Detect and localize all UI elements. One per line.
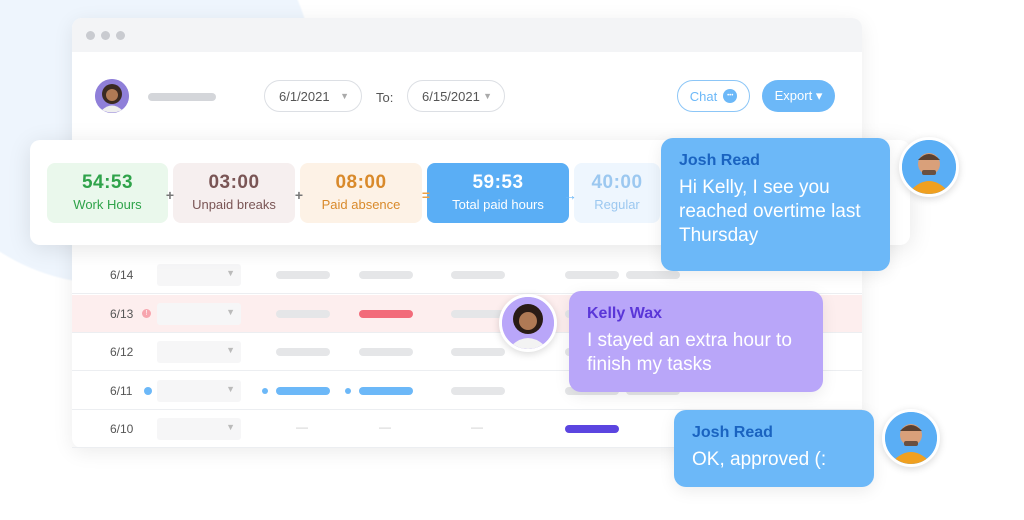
chat-bubble-icon: ••• (723, 89, 738, 103)
chevron-down-icon: ▼ (483, 91, 492, 101)
date-to-value: 6/15/2021 (422, 88, 480, 104)
operator-icon: = (421, 187, 431, 203)
summary-value: 03:00 (208, 172, 260, 193)
chat-message-kelly: Kelly Wax I stayed an extra hour to fini… (569, 291, 823, 392)
summary-label: Total paid hours (452, 197, 544, 212)
window-dot (86, 31, 95, 40)
window-dot (116, 31, 125, 40)
row-type-select[interactable]: ▼ (157, 302, 241, 325)
chevron-down-icon: ▼ (226, 422, 235, 432)
operator-icon: + (294, 187, 304, 203)
chevron-down-icon: ▼ (226, 383, 235, 394)
user-avatar[interactable] (95, 79, 129, 113)
kelly-avatar (499, 294, 557, 352)
date-from-value: 6/1/2021 (279, 88, 330, 104)
date-from-select[interactable]: 6/1/2021 ▼ (264, 80, 362, 112)
message-text: OK, approved (: (692, 449, 827, 470)
summary-label: Unpaid breaks (192, 197, 276, 212)
summary-unpaid-breaks: 03:00 Unpaid breaks (173, 163, 295, 223)
time-bar (626, 271, 680, 279)
summary-regular: 40:00 Regular (574, 163, 660, 223)
message-text: Hi Kelly, I see you reached overtime las… (679, 177, 861, 246)
chat-label: Chat (689, 88, 718, 104)
summary-value: 54:53 (81, 172, 134, 193)
row-type-select[interactable]: ▼ (157, 418, 241, 440)
sender-name: Josh Read (679, 152, 760, 169)
overtime-bar (565, 425, 619, 433)
table-row[interactable]: 6/10 ▼ — — — (72, 410, 862, 448)
time-bar (359, 348, 413, 356)
message-text: I stayed an extra hour to finish my task… (587, 330, 792, 375)
marker-dot-icon (345, 387, 351, 394)
operator-icon: + (165, 187, 175, 203)
chevron-down-icon: ▼ (226, 345, 235, 355)
chat-button[interactable]: Chat ••• (677, 80, 750, 112)
marker-dot-icon (262, 387, 268, 394)
time-bar (276, 348, 330, 356)
chevron-down-icon: ▼ (340, 91, 349, 101)
to-label: To: (376, 90, 394, 105)
empty-cell: — (296, 420, 308, 434)
time-bar (451, 386, 505, 395)
time-bar (451, 271, 505, 279)
date-to-select[interactable]: 6/15/2021 ▼ (407, 80, 505, 112)
sender-name: Josh Read (692, 424, 773, 441)
row-date: 6/13 (110, 306, 134, 321)
row-date: 6/14 (110, 268, 134, 282)
row-type-select[interactable]: ▼ (157, 341, 241, 363)
time-bar (451, 348, 505, 356)
time-bar (451, 309, 505, 318)
alert-icon: ! (142, 308, 151, 318)
empty-cell: — (471, 420, 483, 434)
time-bar (565, 271, 619, 279)
summary-work-hours: 54:53 Work Hours (47, 163, 168, 223)
summary-paid-absence: 08:00 Paid absence (300, 163, 422, 223)
time-bar (359, 386, 413, 395)
export-label: Export ▾ (774, 88, 823, 103)
row-type-select[interactable]: ▼ (157, 379, 241, 402)
sender-name: Kelly Wax (587, 305, 662, 322)
row-date: 6/11 (110, 383, 133, 398)
summary-label: Regular (594, 197, 640, 212)
josh-avatar (899, 137, 959, 197)
chevron-down-icon: ▼ (226, 306, 235, 317)
chat-message-josh-1: Josh Read Hi Kelly, I see you reached ov… (661, 138, 890, 271)
window-dot (101, 31, 110, 40)
summary-value: 08:00 (335, 172, 387, 193)
table-row[interactable]: 6/14 ▼ (72, 256, 862, 294)
summary-value: 59:53 (472, 172, 524, 193)
chevron-down-icon: ▼ (226, 268, 235, 278)
time-bar (276, 309, 330, 318)
info-dot-icon (144, 386, 152, 395)
empty-cell: — (379, 420, 391, 434)
time-bar (359, 271, 413, 279)
chat-message-josh-2: Josh Read OK, approved (: (674, 410, 874, 487)
row-date: 6/10 (110, 422, 134, 436)
summary-value: 40:00 (591, 172, 643, 193)
summary-label: Paid absence (321, 197, 401, 212)
row-date: 6/12 (110, 345, 134, 359)
row-type-select[interactable]: ▼ (157, 264, 241, 286)
window-titlebar (72, 18, 862, 52)
username-placeholder (148, 93, 216, 101)
time-bar (276, 271, 330, 279)
time-bar (276, 386, 330, 395)
operator-icon: → (563, 187, 577, 203)
summary-label: Work Hours (73, 197, 142, 212)
summary-total-paid-hours: 59:53 Total paid hours (427, 163, 569, 223)
josh-avatar (882, 409, 940, 467)
export-button[interactable]: Export ▾ (762, 80, 835, 112)
time-bar (359, 309, 413, 318)
